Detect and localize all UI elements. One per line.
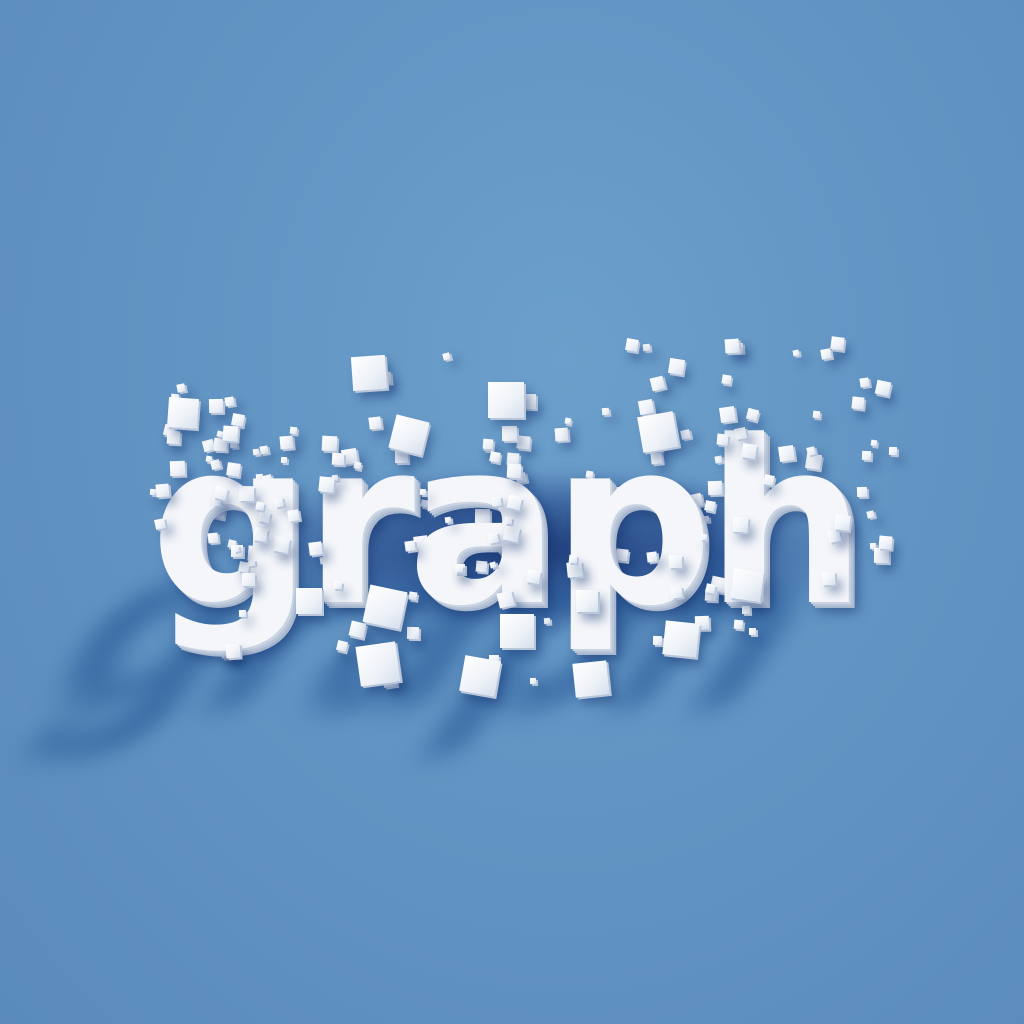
cube-decoration	[878, 535, 893, 550]
cube-decoration	[637, 411, 679, 453]
cube-decoration	[611, 490, 618, 497]
cube-decoration	[763, 474, 775, 486]
cube-decoration	[506, 463, 522, 479]
cube-decoration	[419, 488, 427, 496]
cube-decoration	[296, 588, 322, 614]
cube-decoration	[705, 583, 716, 594]
cube-decoration	[732, 516, 749, 533]
cube-decoration	[226, 462, 241, 477]
cube-decoration	[350, 354, 388, 392]
cube-decoration	[500, 614, 534, 648]
cube-decoration	[778, 445, 795, 462]
cube-decoration	[442, 352, 451, 361]
cube-decoration	[176, 383, 186, 393]
cube-decoration	[248, 559, 256, 567]
cube-decoration	[257, 509, 272, 524]
cube-decoration	[749, 628, 756, 635]
cube-decoration	[362, 584, 408, 630]
cube-decoration	[734, 427, 747, 440]
cube-decoration	[646, 551, 658, 563]
cube-decoration	[404, 540, 416, 552]
cube-decoration	[489, 451, 501, 463]
cube-decoration	[318, 476, 335, 493]
cube-decoration	[241, 572, 256, 587]
cube-decoration	[368, 416, 382, 430]
cube-decoration	[166, 396, 200, 430]
cube-decoration	[649, 375, 666, 392]
cube-decoration	[704, 500, 716, 512]
cube-decoration	[861, 450, 872, 461]
cube-decoration	[408, 591, 418, 601]
cube-decoration	[355, 641, 401, 687]
cube-decoration	[730, 568, 764, 602]
cube-decoration	[719, 406, 736, 423]
cube-decoration	[501, 425, 518, 442]
cube-decoration	[154, 518, 166, 530]
cube-decoration	[721, 374, 732, 385]
cube-decoration	[273, 497, 284, 508]
cube-decoration	[856, 486, 868, 498]
cube-decoration	[820, 348, 832, 360]
cube-decoration	[572, 660, 610, 698]
cube-decoration	[529, 677, 537, 685]
cube-decoration	[625, 338, 639, 352]
cube-decoration	[566, 561, 583, 578]
cube-decoration	[740, 442, 758, 460]
cube-decoration	[662, 620, 700, 658]
cube-decoration	[272, 535, 291, 554]
cube-decoration	[504, 516, 513, 525]
cube-decoration	[873, 547, 890, 564]
cube-decoration	[859, 377, 870, 388]
cube-decoration	[642, 343, 651, 352]
cube-decoration	[670, 586, 683, 599]
cube-decoration	[287, 509, 300, 522]
cube-decoration	[733, 619, 744, 630]
cube-decoration	[502, 524, 521, 543]
cube-decoration	[491, 496, 502, 507]
cube-decoration	[482, 438, 494, 450]
cube-decoration	[459, 655, 501, 697]
cube-decoration	[668, 554, 683, 569]
cube-decoration	[207, 532, 219, 544]
cube-decoration	[870, 439, 878, 447]
cube-decoration	[792, 349, 800, 357]
cube-decoration	[888, 446, 898, 456]
cube-decoration	[255, 501, 265, 511]
cube-decoration	[444, 516, 452, 524]
cube-decoration	[289, 426, 298, 435]
cube-decoration	[716, 433, 729, 446]
cube-decoration	[568, 554, 578, 564]
cube-decoration	[238, 485, 255, 502]
cube-decoration	[724, 338, 740, 354]
cube-decoration	[155, 483, 170, 498]
cube-decoration	[308, 541, 323, 556]
cube-decoration	[700, 533, 708, 541]
cube-decoration	[225, 643, 241, 659]
cube-decoration	[834, 514, 851, 531]
cube-decoration	[601, 407, 610, 416]
cube-decoration	[253, 527, 268, 542]
cube-decoration	[222, 425, 239, 442]
cube-decoration	[526, 569, 541, 584]
cube-decoration	[333, 580, 343, 590]
cube-decoration	[571, 515, 583, 527]
cube-decoration	[812, 410, 821, 419]
shadow-core	[220, 470, 860, 630]
cube-decoration	[830, 336, 845, 351]
cube-decoration	[238, 609, 247, 618]
cube-decoration	[455, 564, 464, 573]
cube-decoration	[252, 448, 260, 456]
cube-decoration	[874, 379, 892, 397]
cube-decoration	[331, 452, 345, 466]
cube-decoration	[576, 590, 598, 612]
cube-decoration	[741, 605, 751, 615]
cube-decoration	[821, 571, 836, 586]
cube-decoration	[488, 382, 524, 418]
cube-decoration	[667, 357, 686, 376]
cube-decoration	[487, 532, 499, 544]
